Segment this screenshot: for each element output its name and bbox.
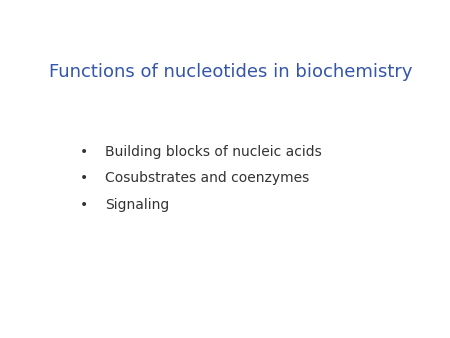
Text: Cosubstrates and coenzymes: Cosubstrates and coenzymes	[105, 171, 309, 186]
Text: •: •	[80, 171, 88, 186]
Text: Building blocks of nucleic acids: Building blocks of nucleic acids	[105, 145, 322, 160]
Text: Functions of nucleotides in biochemistry: Functions of nucleotides in biochemistry	[49, 63, 412, 81]
Text: •: •	[80, 145, 88, 160]
Text: •: •	[80, 197, 88, 212]
Text: Signaling: Signaling	[105, 197, 169, 212]
